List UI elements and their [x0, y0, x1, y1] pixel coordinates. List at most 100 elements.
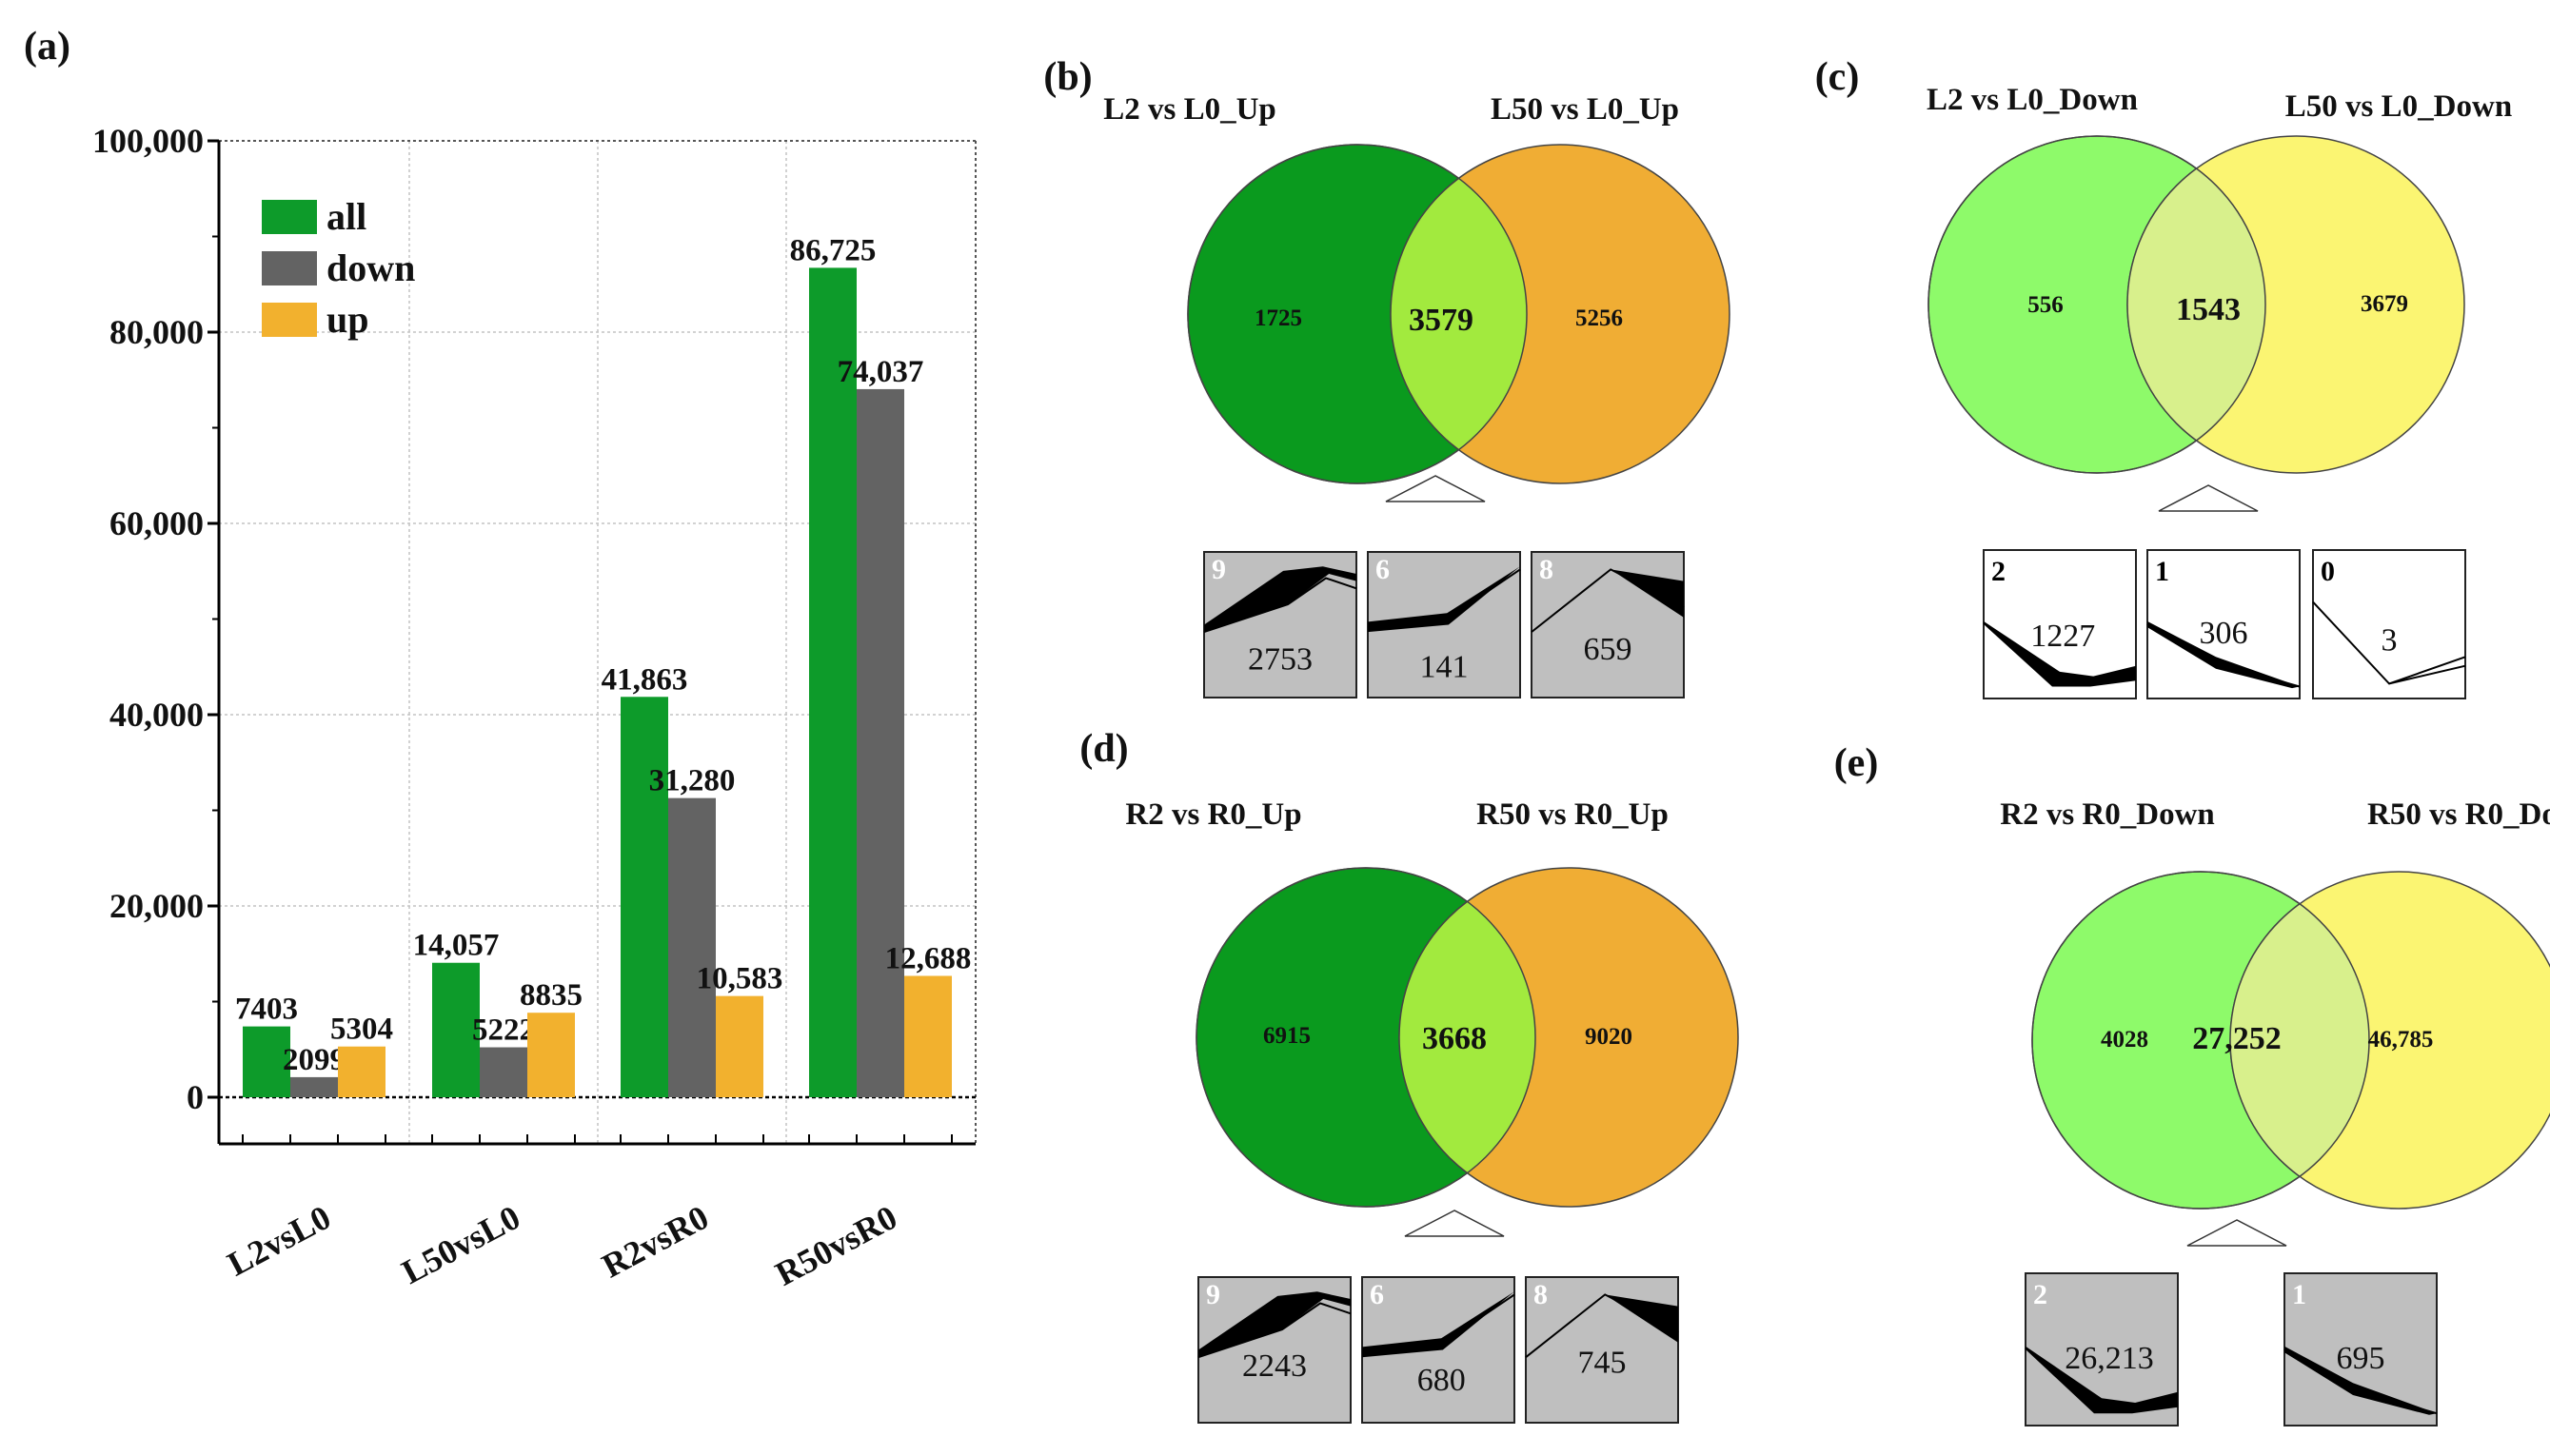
y-tick-label: 40,000: [109, 696, 204, 734]
data-label-down: 74,037: [838, 355, 924, 389]
trend-band: [1984, 620, 2136, 687]
trend-band: [1198, 1291, 1351, 1358]
trend-band: [2026, 1346, 2178, 1414]
trend-box: 8 659: [1531, 551, 1685, 698]
data-label-down: 2099: [283, 1043, 346, 1077]
panel-label-a: (a): [24, 25, 70, 69]
bar-up: [527, 1013, 575, 1097]
venn-left-count: 1725: [1255, 305, 1302, 331]
trend-count: 3: [2382, 623, 2398, 659]
venn-left-title: L2 vs L0_Down: [1927, 83, 2138, 117]
trend-line: [1197, 1302, 1352, 1359]
trend-line: [1367, 568, 1521, 629]
venn-overlap: [1390, 145, 1527, 483]
trend-band: [1611, 569, 1684, 618]
data-label-all: 14,057: [413, 929, 500, 963]
venn-left-count: 4028: [2101, 1027, 2148, 1053]
trend-shape: [2312, 600, 2466, 685]
venn-left-outline: [2031, 871, 2370, 1210]
trend-shape: [1197, 1291, 1352, 1359]
y-tick-label: 20,000: [109, 887, 204, 925]
x-category-label: R50vsR0: [769, 1198, 903, 1293]
trend-shape: [1361, 1291, 1515, 1358]
trend-shape: [1203, 566, 1357, 634]
data-label-up: 8835: [520, 978, 583, 1013]
venn-right-count: 9020: [1585, 1024, 1632, 1050]
venn-right-count: 3679: [2361, 291, 2408, 317]
legend-swatch-down: [262, 251, 317, 285]
panel-label-c: (c): [1815, 55, 1860, 99]
trend-box-frame: [2312, 549, 2466, 699]
venn-left-outline: [1196, 867, 1536, 1208]
trend-count: 745: [1578, 1346, 1627, 1381]
panel-label-b: (b): [1043, 55, 1092, 99]
trend-profile-id: 6: [1375, 554, 1390, 585]
trend-count: 1227: [2030, 619, 2095, 654]
trend-box: 2 1227: [1983, 549, 2137, 699]
trend-profile-id: 6: [1370, 1279, 1384, 1310]
trend-count: 2243: [1242, 1348, 1307, 1384]
venn-overlap-count: 1543: [2176, 292, 2241, 327]
trend-profile-id: 8: [1539, 554, 1553, 585]
trend-box-frame: [1525, 1276, 1679, 1424]
trend-band: [1605, 1294, 1678, 1343]
bar-up: [338, 1046, 385, 1097]
venn-overlap: [1398, 868, 1535, 1207]
trend-count: 2753: [1248, 642, 1313, 678]
trend-profile-id: 9: [1206, 1279, 1220, 1310]
bar-chart: (a) 0 20,000 40,000 60,000 80,000 100,000 7403 2…: [24, 25, 977, 1293]
venn-left-title: R2 vs R0_Down: [2000, 797, 2215, 832]
bar-down: [290, 1076, 338, 1097]
x-category-label: L50vsL0: [396, 1198, 526, 1291]
trend-count: 141: [1420, 649, 1469, 684]
bar-down: [668, 797, 716, 1097]
venn-left-outline: [1187, 144, 1528, 484]
venn-panel-e: (e) R2 vs R0_Down R50 vs R0_Down 4028 27,252…: [1834, 741, 2550, 1426]
trend-shape: [1367, 566, 1521, 633]
venn-left-outline: [1927, 135, 2266, 474]
overlap-pointer: [2158, 484, 2259, 512]
venn-overlap-count: 3668: [1422, 1021, 1487, 1056]
data-label-up: 12,688: [885, 941, 972, 975]
data-label-up: 5304: [330, 1013, 393, 1047]
trend-box-frame: [1531, 551, 1685, 698]
x-category-label: R2vsR0: [596, 1198, 715, 1286]
venn-overlap-count: 27,252: [2192, 1021, 2282, 1056]
venn-overlap: [2126, 136, 2265, 473]
legend-swatch-all: [262, 200, 317, 234]
trend-profile-id: 1: [2292, 1279, 2306, 1310]
bar-down: [857, 388, 904, 1097]
trend-line: [2146, 623, 2301, 688]
trend-profile-id: 8: [1533, 1279, 1548, 1310]
trend-count: 680: [1417, 1363, 1466, 1398]
overlap-pointer: [1404, 1210, 1505, 1237]
bar-up: [716, 995, 763, 1097]
trend-line: [1203, 577, 1357, 634]
venn-panel-c: (c) L2 vs L0_Down L50 vs L0_Down 556 1543 367…: [1815, 55, 2512, 699]
data-label-up: 10,583: [697, 962, 783, 996]
trend-band: [1204, 566, 1356, 633]
bar-all: [809, 267, 857, 1097]
venn-right-title: R50 vs R0_Down: [2367, 797, 2550, 832]
venn-left-count: 556: [2027, 292, 2064, 318]
trend-shape: [2283, 1346, 2438, 1415]
venn-panel-d: (d) R2 vs R0_Up R50 vs R0_Up 6915 3668 9020 9 2…: [1079, 727, 1739, 1424]
bar-all: [432, 962, 480, 1097]
legend-swatch-up: [262, 303, 317, 337]
trend-count: 695: [2337, 1341, 2385, 1376]
y-tick-label: 100,000: [92, 122, 204, 160]
venn-right-title: R50 vs R0_Up: [1476, 797, 1669, 832]
overlap-pointer: [2186, 1219, 2287, 1247]
trend-box: 2 26,213: [2025, 1272, 2179, 1426]
legend-label-up: up: [326, 298, 369, 341]
x-category-label: L2vsL0: [222, 1198, 337, 1284]
trend-box: 6 141: [1367, 551, 1521, 698]
data-label-all: 41,863: [602, 662, 688, 697]
trend-count: 306: [2200, 616, 2248, 651]
trend-profile-id: 1: [2155, 556, 2169, 587]
trend-profile-id: 0: [2321, 556, 2335, 587]
bar-down: [480, 1047, 527, 1097]
trend-count: 26,213: [2065, 1341, 2154, 1376]
trend-shape: [2146, 620, 2301, 689]
